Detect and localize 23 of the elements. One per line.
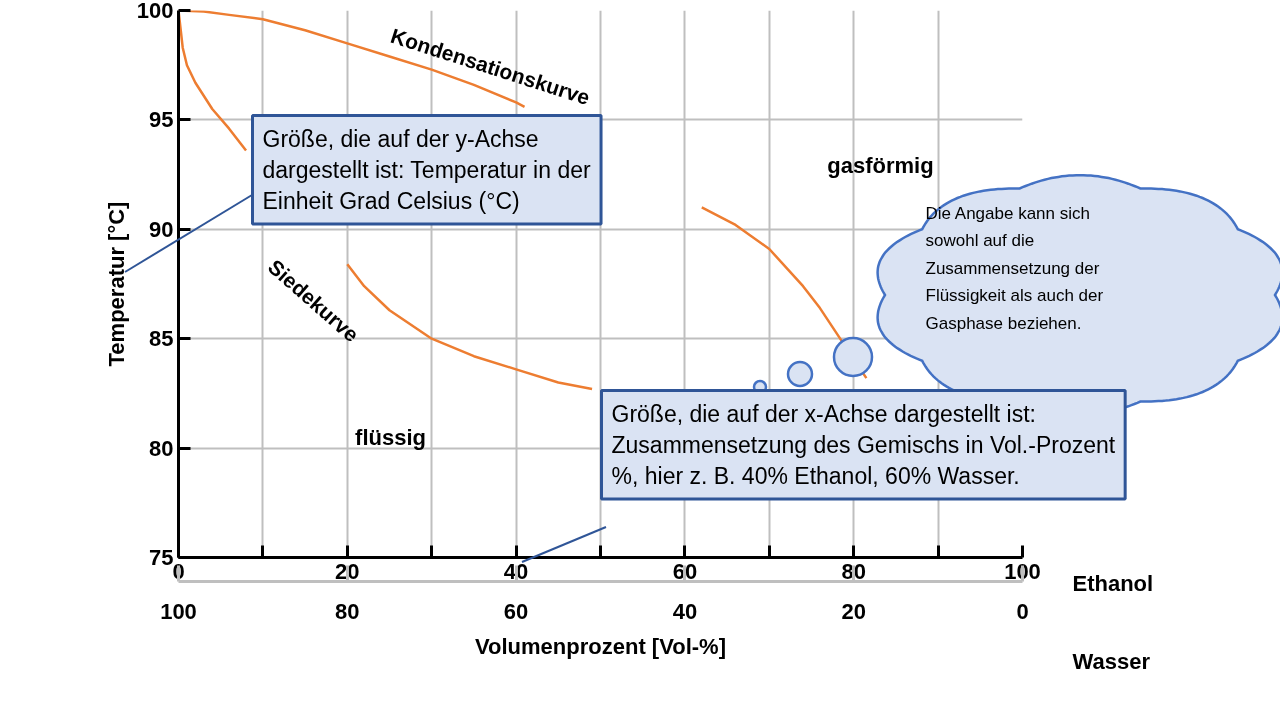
- x2-tick-label: 40: [672, 598, 698, 624]
- x-tick-label: 100: [1004, 558, 1041, 584]
- x-axis-title: Volumenprozent [Vol-%]: [475, 633, 726, 659]
- y-tick-label: 95: [149, 107, 174, 133]
- x-tick-label: 20: [335, 558, 360, 584]
- x2-tick-label: 0: [1016, 598, 1029, 624]
- y-axis-title: Temperatur [°C]: [103, 201, 129, 367]
- y-tick-label: 100: [136, 0, 174, 23]
- y-tick-label: 85: [149, 326, 174, 352]
- x2-tick-label: 20: [841, 598, 866, 624]
- text: Ethanol: [1072, 571, 1154, 596]
- y-tick-label: 90: [149, 216, 174, 242]
- x2-tick-label: 60: [503, 598, 529, 624]
- y-tick-label: 75: [149, 545, 174, 570]
- annotation: Größe, die auf der x-Achse dargestellt ist: Zusammensetzung des Gemischs in Vol.-Prozent %, hier z. B. 40% Ethanol, 60% Wasser.: [611, 400, 1116, 489]
- annotation: Größe, die auf der y-Achse dargestellt ist: Temperatur in der Einheit Grad Celsius (°C): [262, 125, 591, 214]
- y-tick-label: 80: [149, 435, 174, 461]
- x-tick-label: 60: [672, 558, 698, 584]
- x-tick-label: 80: [841, 558, 866, 584]
- annotation: gasförmig: [827, 153, 934, 178]
- x2-tick-label: 80: [335, 598, 360, 624]
- annotation: flüssig: [355, 425, 426, 450]
- text: Wasser: [1072, 649, 1151, 674]
